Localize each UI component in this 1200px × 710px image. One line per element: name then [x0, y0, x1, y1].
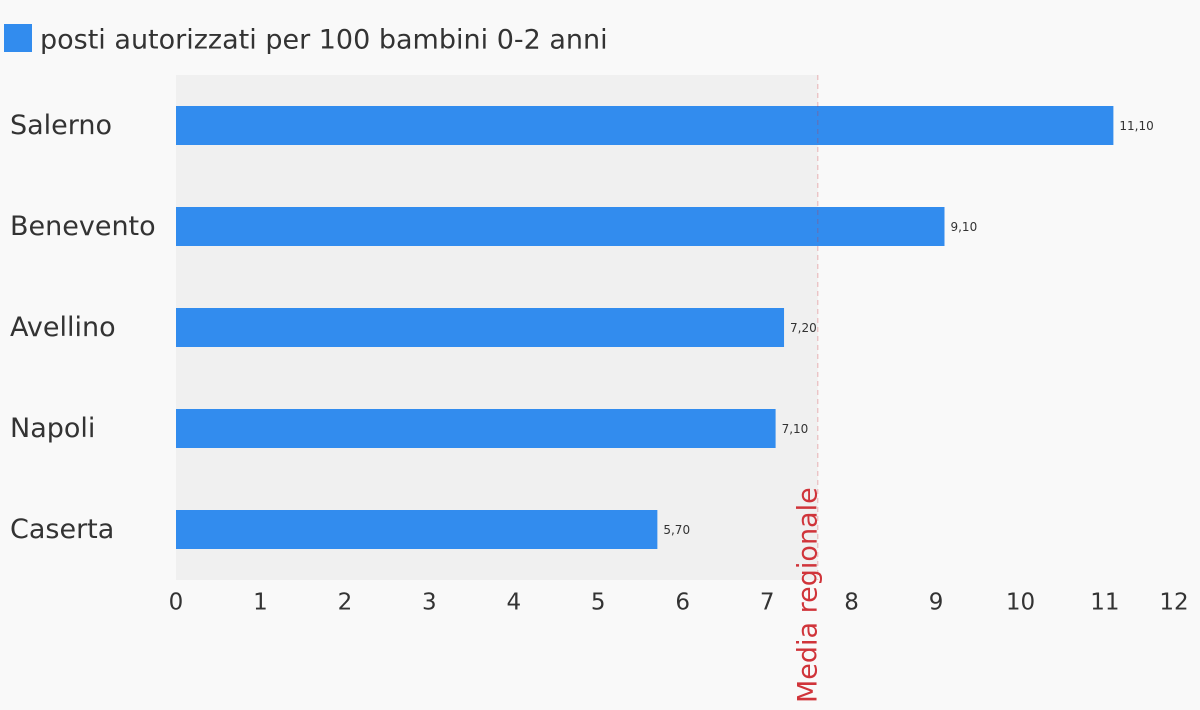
- x-tick-label: 5: [591, 590, 606, 616]
- x-tick-label: 2: [338, 590, 353, 616]
- bar: [176, 207, 945, 246]
- value-label: 9,10: [950, 220, 977, 234]
- legend-swatch: [4, 24, 32, 52]
- x-tick-label: 9: [929, 590, 944, 616]
- legend-label: posti autorizzati per 100 bambini 0-2 an…: [40, 25, 608, 56]
- x-tick-label: 0: [169, 590, 184, 616]
- reference-label: Media regionale: [792, 487, 823, 703]
- y-tick-label: Salerno: [10, 110, 112, 141]
- value-label: 11,10: [1119, 119, 1153, 133]
- y-tick-label: Benevento: [10, 211, 156, 242]
- x-tick-label: 8: [844, 590, 859, 616]
- x-tick-label: 1: [253, 590, 268, 616]
- x-tick-label: 4: [506, 590, 521, 616]
- value-label: 7,10: [782, 422, 809, 436]
- bar: [176, 510, 658, 549]
- bar: [176, 409, 776, 448]
- x-tick-label: 7: [760, 590, 775, 616]
- x-tick-label: 11: [1090, 590, 1119, 616]
- x-tick-label: 3: [422, 590, 437, 616]
- x-tick-label: 10: [1006, 590, 1035, 616]
- y-tick-label: Napoli: [10, 413, 95, 444]
- x-tick-label: 6: [675, 590, 690, 616]
- x-tick-label: 12: [1159, 590, 1188, 616]
- bar: [176, 106, 1114, 145]
- bar: [176, 308, 785, 347]
- y-tick-label: Avellino: [10, 312, 116, 343]
- value-label: 7,20: [790, 321, 817, 335]
- y-tick-label: Caserta: [10, 514, 114, 545]
- value-label: 5,70: [663, 523, 690, 537]
